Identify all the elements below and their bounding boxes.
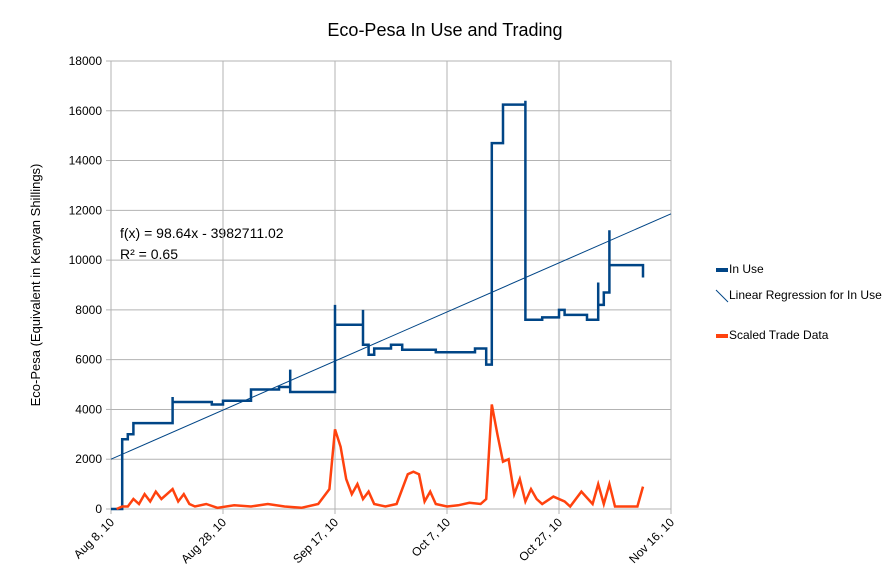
x-tick-label: Aug 28, 10	[178, 515, 229, 566]
chart-title: Eco-Pesa In Use and Trading	[327, 20, 562, 40]
y-tick-label: 4000	[75, 402, 102, 416]
y-axis-label: Eco-Pesa (Equivalent in Kenyan Shillings…	[28, 164, 43, 407]
y-tick-label: 10000	[69, 253, 103, 267]
series-line	[110, 213, 672, 460]
y-tick-label: 8000	[75, 303, 102, 317]
x-tick-label: Sep 17, 10	[290, 515, 341, 566]
y-tick-label: 12000	[69, 203, 103, 217]
regression-r2: R² = 0.65	[120, 246, 178, 262]
plot-frame	[110, 60, 672, 510]
y-tick-label: 14000	[69, 154, 103, 168]
series-line	[116, 404, 645, 511]
y-tick-label: 0	[95, 502, 102, 516]
y-tick-label: 16000	[69, 104, 103, 118]
x-tick-label: Aug 8, 10	[71, 515, 117, 561]
legend-key	[715, 289, 729, 303]
x-tick-label: Oct 27, 10	[516, 515, 565, 564]
x-tick-label: Nov 16, 10	[626, 515, 677, 566]
x-tick-label: Oct 7, 10	[409, 515, 454, 560]
y-tick-label: 6000	[75, 353, 102, 367]
legend-label: Linear Regression for In Use	[729, 289, 882, 302]
regression-formula: f(x) = 98.64x - 3982711.02	[120, 225, 284, 241]
series-line	[111, 100, 645, 511]
legend-label: Scaled Trade Data	[729, 329, 829, 342]
legend-label: In Use	[729, 263, 764, 276]
y-tick-label: 2000	[75, 452, 102, 466]
legend-item: Linear Regression for In Use	[729, 289, 882, 302]
legend-item: In Use	[729, 263, 764, 276]
y-tick-label: 18000	[69, 54, 103, 68]
legend-item: Scaled Trade Data	[729, 329, 829, 342]
